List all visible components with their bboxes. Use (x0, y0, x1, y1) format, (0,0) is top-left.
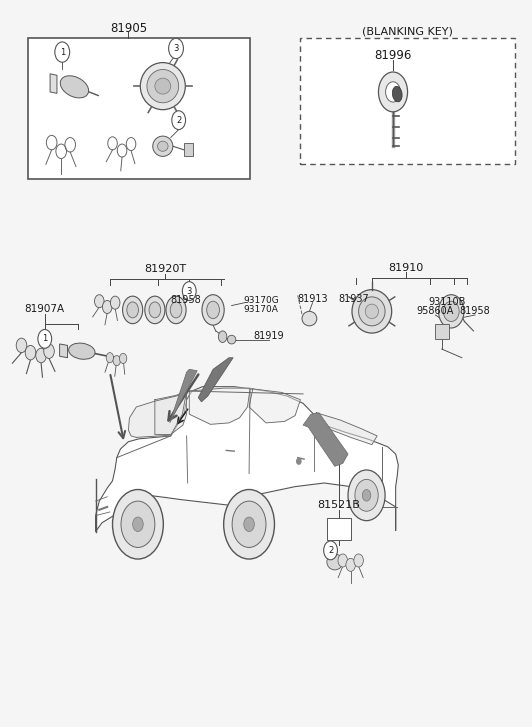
Text: 81996: 81996 (375, 49, 412, 63)
Ellipse shape (392, 87, 402, 102)
Circle shape (182, 281, 196, 300)
Ellipse shape (140, 63, 185, 110)
Text: 81958: 81958 (170, 294, 201, 305)
Circle shape (25, 345, 36, 360)
Polygon shape (249, 389, 301, 423)
Polygon shape (128, 393, 187, 438)
Ellipse shape (145, 296, 165, 324)
Text: 81907A: 81907A (24, 304, 65, 314)
Circle shape (111, 296, 120, 309)
Circle shape (113, 356, 120, 366)
Ellipse shape (170, 302, 182, 318)
Circle shape (362, 489, 371, 501)
Ellipse shape (207, 301, 219, 318)
Ellipse shape (227, 335, 236, 344)
Ellipse shape (149, 302, 161, 318)
Text: 81905: 81905 (110, 22, 147, 35)
Polygon shape (96, 387, 398, 539)
Ellipse shape (443, 301, 459, 321)
Polygon shape (189, 388, 250, 425)
Circle shape (95, 294, 104, 308)
Circle shape (132, 517, 143, 531)
Text: 93170A: 93170A (244, 305, 279, 314)
Ellipse shape (327, 554, 343, 570)
Polygon shape (50, 74, 57, 93)
Text: 81913: 81913 (297, 294, 328, 304)
FancyBboxPatch shape (327, 518, 351, 540)
Circle shape (113, 489, 163, 559)
Circle shape (106, 353, 114, 363)
Ellipse shape (202, 294, 224, 325)
Circle shape (119, 353, 127, 364)
Ellipse shape (166, 296, 186, 324)
Text: 81920T: 81920T (144, 265, 187, 274)
Text: 1: 1 (60, 47, 65, 57)
Circle shape (323, 541, 337, 560)
Text: 81910: 81910 (388, 263, 424, 273)
Circle shape (55, 42, 70, 63)
Ellipse shape (386, 81, 401, 102)
Ellipse shape (155, 79, 171, 94)
FancyBboxPatch shape (184, 143, 194, 156)
Circle shape (16, 338, 27, 353)
Ellipse shape (147, 70, 179, 103)
Polygon shape (155, 391, 187, 435)
Text: 3: 3 (187, 286, 192, 296)
Polygon shape (170, 369, 197, 423)
Circle shape (346, 558, 355, 571)
Text: 2: 2 (328, 546, 333, 555)
Text: 81521B: 81521B (318, 499, 361, 510)
Circle shape (244, 517, 254, 531)
Circle shape (338, 554, 347, 567)
Circle shape (223, 489, 275, 559)
Circle shape (103, 300, 112, 313)
Ellipse shape (127, 302, 138, 318)
Polygon shape (303, 413, 348, 466)
Ellipse shape (153, 136, 173, 156)
Circle shape (354, 554, 363, 567)
Ellipse shape (157, 141, 168, 151)
Text: 3: 3 (173, 44, 179, 53)
Circle shape (169, 39, 184, 59)
Ellipse shape (69, 343, 95, 359)
FancyBboxPatch shape (28, 38, 250, 179)
Ellipse shape (365, 304, 378, 318)
Circle shape (172, 111, 186, 129)
Ellipse shape (352, 289, 392, 333)
Polygon shape (60, 344, 68, 358)
Text: 95860A: 95860A (417, 306, 454, 316)
Text: 81919: 81919 (253, 331, 284, 341)
Ellipse shape (60, 76, 89, 98)
Circle shape (297, 458, 301, 464)
Circle shape (121, 501, 155, 547)
Text: 2: 2 (176, 116, 181, 124)
Text: (BLANKING KEY): (BLANKING KEY) (362, 27, 453, 37)
Text: 93170G: 93170G (244, 296, 279, 305)
Text: 81937: 81937 (338, 294, 369, 304)
Text: 1: 1 (42, 334, 47, 343)
Text: 93110B: 93110B (429, 297, 466, 307)
Circle shape (44, 344, 54, 358)
Circle shape (355, 479, 378, 511)
Ellipse shape (302, 311, 317, 326)
FancyBboxPatch shape (301, 38, 515, 164)
Circle shape (218, 331, 227, 342)
Polygon shape (198, 358, 233, 402)
Ellipse shape (122, 296, 143, 324)
Circle shape (38, 329, 52, 348)
Text: 81958: 81958 (460, 306, 491, 316)
Polygon shape (314, 413, 377, 445)
FancyBboxPatch shape (435, 324, 448, 339)
Circle shape (348, 470, 385, 521)
Ellipse shape (438, 294, 464, 328)
Ellipse shape (378, 72, 408, 112)
Circle shape (36, 348, 46, 363)
Ellipse shape (359, 297, 385, 326)
Circle shape (232, 501, 266, 547)
